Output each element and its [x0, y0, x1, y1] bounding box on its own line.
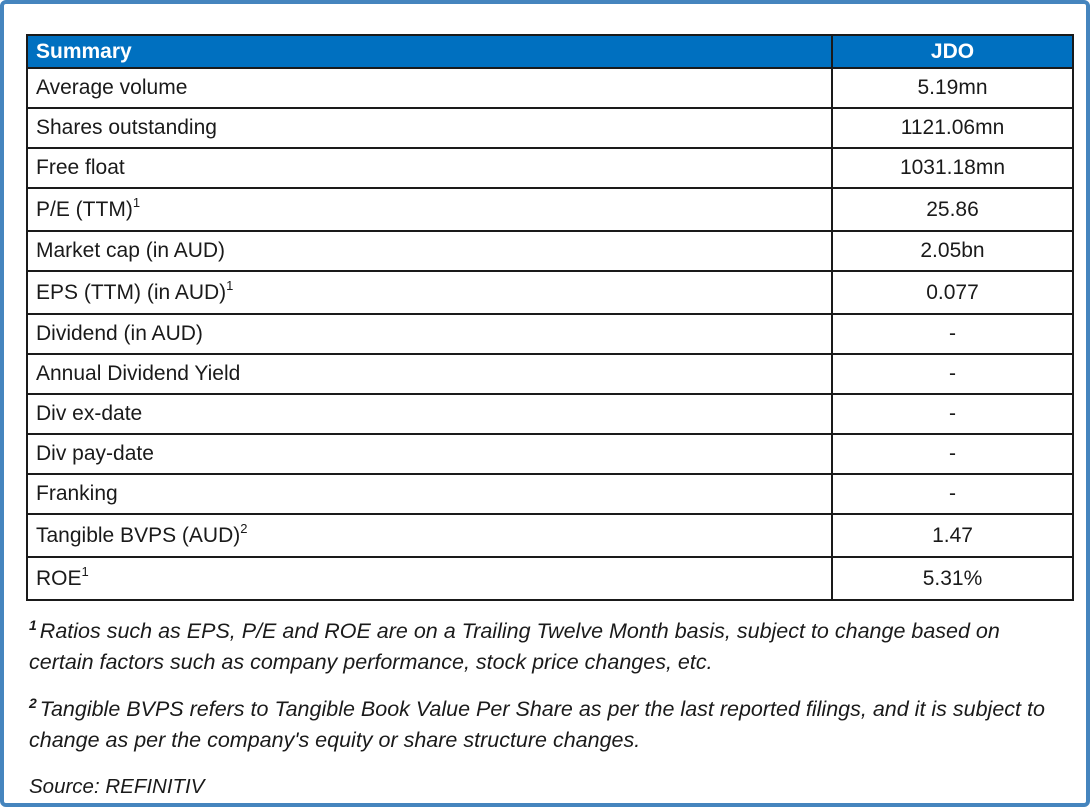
row-value: -: [831, 433, 1074, 475]
footnote-1-marker: 1: [29, 616, 37, 633]
row-label: Div pay-date: [26, 433, 833, 475]
table-row: Market cap (in AUD) 2.05bn: [26, 230, 1074, 272]
row-label: Dividend (in AUD): [26, 313, 833, 355]
table-row: Div ex-date -: [26, 393, 1074, 435]
table-row: Free float 1031.18mn: [26, 147, 1074, 189]
footnote-marker: 2: [240, 520, 248, 536]
footnote-marker: 1: [81, 563, 89, 579]
row-label: Div ex-date: [26, 393, 833, 435]
row-label-text: Div ex-date: [36, 402, 143, 425]
footnote-2-marker: 2: [29, 694, 37, 711]
row-value: -: [831, 393, 1074, 435]
row-label-text: EPS (TTM) (in AUD): [36, 280, 227, 304]
summary-header-cell: Summary: [26, 34, 833, 69]
footnote-2: 2 Tangible BVPS refers to Tangible Book V…: [29, 694, 1059, 755]
table-row: P/E (TTM)1 25.86: [26, 187, 1074, 232]
summary-table: Summary JDO Average volume 5.19mn Shares…: [26, 34, 1074, 601]
row-label-text: Market cap (in AUD): [36, 239, 226, 262]
row-label: Tangible BVPS (AUD)2: [26, 513, 833, 558]
row-label: Shares outstanding: [26, 107, 833, 149]
row-label-text: Free float: [36, 156, 125, 179]
footnote-marker: 1: [132, 194, 141, 210]
row-label: Franking: [26, 473, 833, 515]
row-label-text: P/E (TTM): [36, 197, 133, 221]
row-label-text: Franking: [36, 482, 118, 505]
row-label: Annual Dividend Yield: [26, 353, 833, 395]
row-value: 2.05bn: [831, 230, 1074, 272]
row-value: 1.47: [831, 513, 1074, 558]
table-row: Franking -: [26, 473, 1074, 515]
table-row: EPS (TTM) (in AUD)1 0.077: [26, 270, 1074, 315]
row-label-text: Div pay-date: [36, 442, 154, 465]
row-label-text: Average volume: [36, 76, 188, 99]
table-row: Dividend (in AUD) -: [26, 313, 1074, 355]
table-header-row: Summary JDO: [26, 34, 1074, 69]
row-value: 1121.06mn: [831, 107, 1074, 149]
row-label: EPS (TTM) (in AUD)1: [26, 270, 833, 315]
row-label-text: Tangible BVPS (AUD): [36, 523, 241, 547]
footnote-2-text: Tangible BVPS refers to Tangible Book Va…: [29, 697, 1045, 752]
footnote-1-text: Ratios such as EPS, P/E and ROE are on a…: [29, 619, 1000, 674]
row-value: -: [831, 353, 1074, 395]
row-value: -: [831, 473, 1074, 515]
ticker-header-cell: JDO: [831, 34, 1074, 69]
row-value: 0.077: [831, 270, 1074, 315]
row-value: 1031.18mn: [831, 147, 1074, 189]
row-label: Free float: [26, 147, 833, 189]
footnote-1: 1 Ratios such as EPS, P/E and ROE are on …: [29, 616, 1059, 677]
row-label-text: Annual Dividend Yield: [36, 362, 241, 385]
row-label-text: ROE: [36, 566, 82, 590]
row-label-text: Dividend (in AUD): [36, 322, 203, 345]
table-row: Annual Dividend Yield -: [26, 353, 1074, 395]
row-value: 25.86: [831, 187, 1074, 232]
row-label-text: Shares outstanding: [36, 116, 217, 139]
footnotes-section: 1 Ratios such as EPS, P/E and ROE are on …: [29, 616, 1059, 801]
row-value: 5.31%: [831, 556, 1074, 601]
row-value: -: [831, 313, 1074, 355]
row-label: ROE1: [26, 556, 833, 601]
row-label: P/E (TTM)1: [26, 187, 833, 232]
source-attribution: Source: REFINITIV: [29, 775, 205, 799]
table-row: Tangible BVPS (AUD)2 1.47: [26, 513, 1074, 558]
table-row: Shares outstanding 1121.06mn: [26, 107, 1074, 149]
row-label: Average volume: [26, 67, 833, 109]
table-row: ROE1 5.31%: [26, 556, 1074, 601]
row-label: Market cap (in AUD): [26, 230, 833, 272]
footnote-marker: 1: [226, 277, 234, 293]
table-row: Div pay-date -: [26, 433, 1074, 475]
row-value: 5.19mn: [831, 67, 1074, 109]
table-row: Average volume 5.19mn: [26, 67, 1074, 109]
